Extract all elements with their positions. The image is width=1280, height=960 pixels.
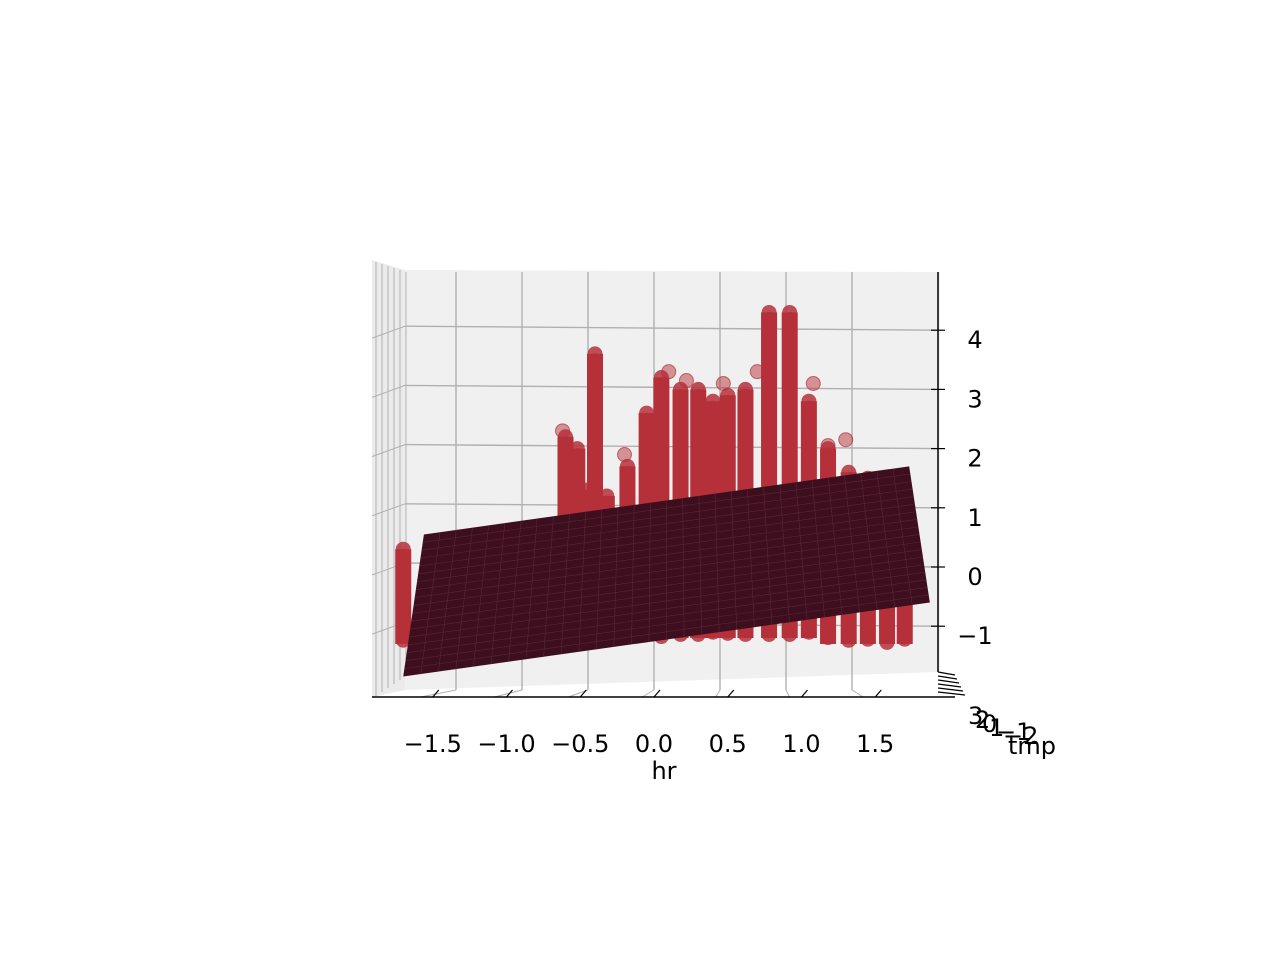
y-tick-label: −1 <box>957 622 992 650</box>
grid-line-floor <box>641 689 655 698</box>
data-point <box>555 423 571 439</box>
data-point <box>782 626 798 642</box>
plane-mesh <box>404 468 929 675</box>
data-point <box>749 364 765 380</box>
mesh-line <box>406 579 927 654</box>
mesh-line <box>408 564 925 638</box>
x-ticks: −1.5 −1.0 −0.5 0.0 0.5 1.0 1.5 <box>404 689 894 758</box>
mesh-line <box>415 519 918 590</box>
data-point <box>617 447 632 463</box>
x-tick-label: 1.5 <box>856 730 894 758</box>
data-point <box>841 632 857 648</box>
depth-tick-mark <box>937 683 962 688</box>
data-point <box>820 630 836 646</box>
x-tick-label: 0.0 <box>635 730 673 758</box>
y-tick-label: 0 <box>967 563 982 591</box>
y-tick-label: 4 <box>967 326 982 354</box>
depth-tick-label: 2 <box>975 706 990 734</box>
grid-line-y <box>404 443 939 450</box>
data-point <box>838 432 854 448</box>
y-ticks: −1 0 1 2 3 4 <box>931 326 993 650</box>
depth-tick-label: 0 <box>982 710 997 738</box>
mesh-line <box>410 556 923 630</box>
data-point <box>761 626 777 642</box>
x-tick-mark <box>579 689 587 698</box>
mesh-line <box>404 594 929 669</box>
data-point <box>678 373 694 389</box>
depth-axis-label: tmp <box>1008 732 1056 760</box>
grid-line-floor <box>494 689 523 698</box>
mesh-line <box>418 503 915 575</box>
x-tick-label: −1.0 <box>477 730 535 758</box>
mesh-line <box>405 587 928 662</box>
mesh-line <box>422 473 911 543</box>
mesh-line <box>414 526 919 598</box>
x-tick-mark <box>874 689 882 698</box>
mesh-line <box>407 571 926 646</box>
grid-line-floor <box>420 689 457 698</box>
mesh-line <box>421 481 912 551</box>
depth-tick-mark <box>937 675 958 680</box>
x-tick-label: −0.5 <box>551 730 609 758</box>
data-point <box>820 438 836 454</box>
depth-tick-label: 3 <box>968 702 983 730</box>
axis-lines <box>372 272 955 698</box>
x-tick-label: 0.5 <box>709 730 747 758</box>
x-tick-label: −1.5 <box>404 730 462 758</box>
data-point <box>860 631 876 647</box>
x-tick-mark <box>653 689 661 698</box>
mesh-line <box>419 496 914 567</box>
data-point <box>395 632 411 648</box>
grid-line-y <box>404 325 939 331</box>
y-tick-label: 2 <box>967 445 982 473</box>
mesh-line <box>420 488 913 559</box>
x-tick-mark <box>801 689 808 698</box>
x-tick-mark <box>727 689 735 698</box>
data-point <box>661 364 677 380</box>
x-axis-label: hr <box>651 757 676 785</box>
grid-line-floor <box>785 689 790 698</box>
data-point <box>801 624 817 640</box>
depth-tick-label: −2 <box>1003 722 1038 750</box>
depth-tick-label: −1 <box>996 718 1031 746</box>
data-point <box>879 634 895 650</box>
depth-tick-label: 1 <box>989 714 1004 742</box>
data-point <box>897 631 913 647</box>
depth-tick-mark <box>937 691 966 696</box>
mesh-line <box>411 549 922 622</box>
x-tick-label: 1.0 <box>782 730 820 758</box>
mesh-line <box>413 534 920 606</box>
point-column <box>395 541 412 648</box>
grid-line-floor <box>715 689 721 698</box>
data-point <box>715 375 731 391</box>
depth-tick-mark <box>937 687 964 692</box>
x-tick-mark <box>432 689 440 698</box>
grid-line-floor <box>851 689 864 698</box>
depth-tick-mark <box>937 671 956 676</box>
y-tick-label: 3 <box>967 385 982 413</box>
data-point <box>737 626 753 642</box>
grid-line-y <box>404 384 939 391</box>
x-tick-mark <box>506 689 513 698</box>
data-point <box>805 375 821 391</box>
mesh-line <box>412 541 921 614</box>
y-tick-label: 1 <box>967 504 982 532</box>
depth-tick-mark <box>937 679 960 684</box>
mesh-line <box>416 511 917 583</box>
